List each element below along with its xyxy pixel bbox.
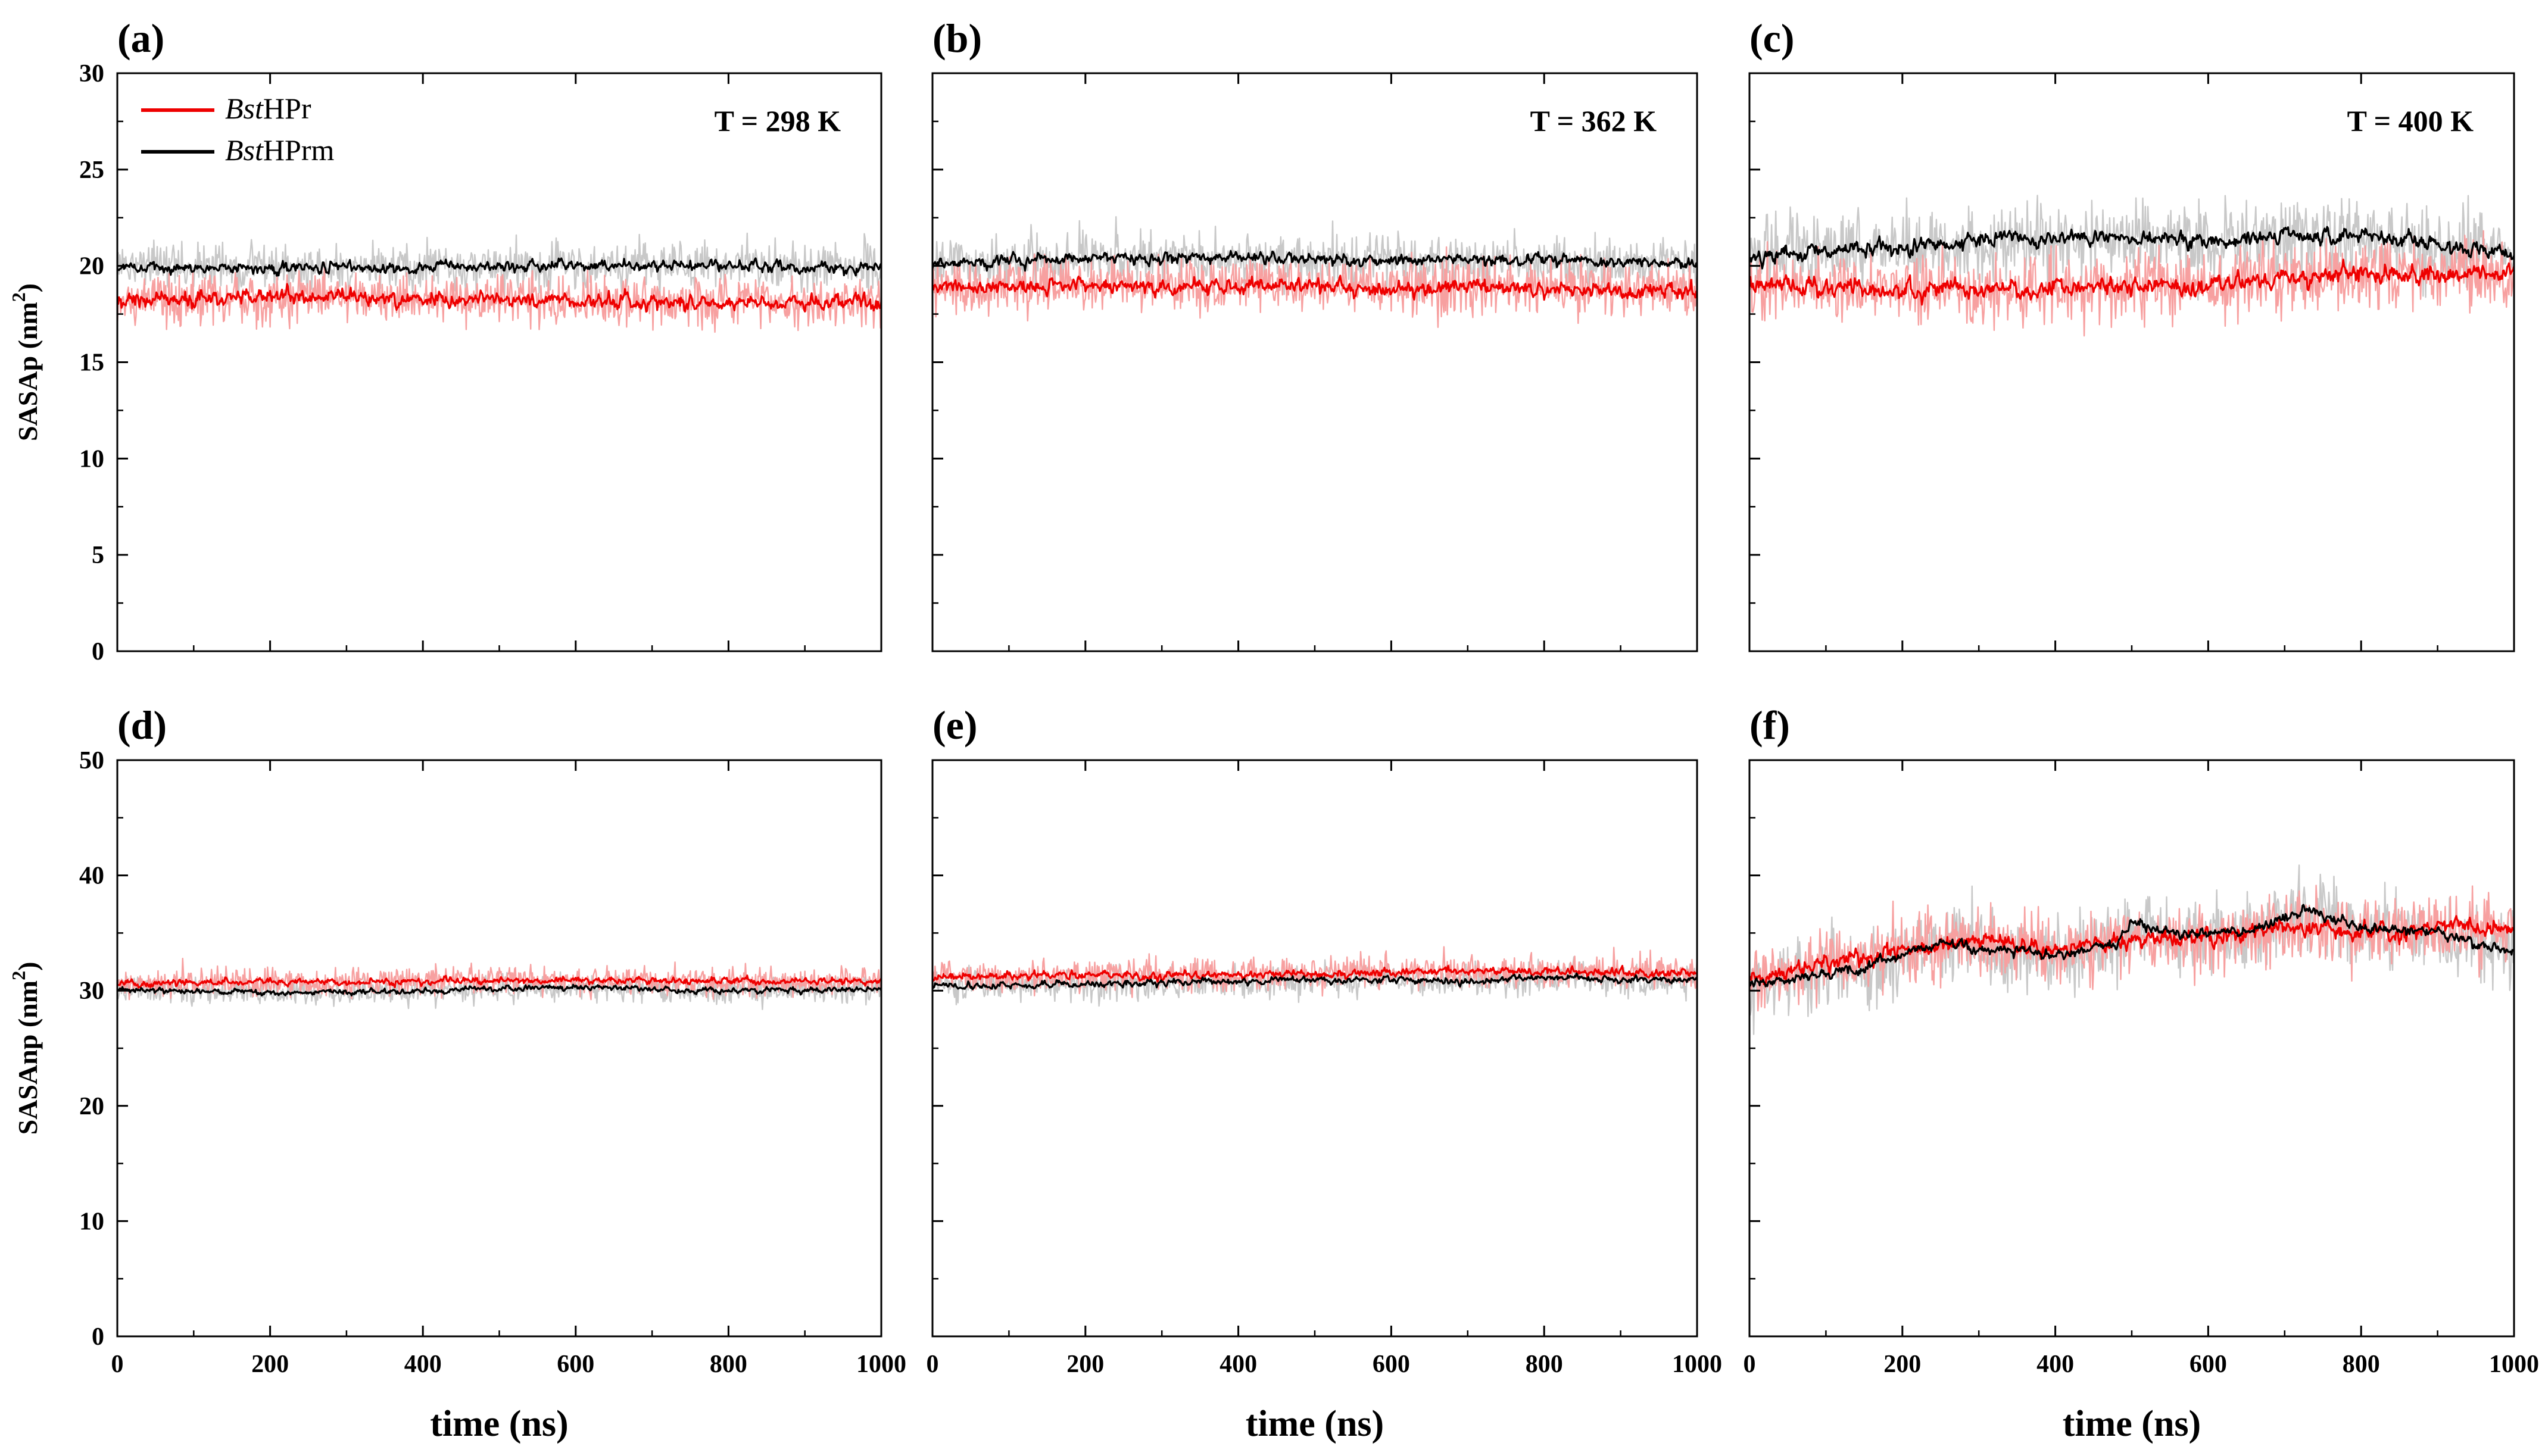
y-axis-title-superscript: 2 xyxy=(8,971,29,980)
panel-c: (c) T = 400 K xyxy=(1748,15,2515,652)
panel-letter: (b) xyxy=(932,15,982,61)
y-axis-title-main: SASAp (nm xyxy=(13,302,43,441)
panel-letter: (f) xyxy=(1749,702,1790,748)
y-tick-label: 0 xyxy=(92,1323,104,1351)
x-tick-label: 200 xyxy=(251,1351,289,1378)
y-tick-label: 50 xyxy=(79,747,104,774)
x-tick-label: 0 xyxy=(927,1351,939,1378)
y-tick-label: 30 xyxy=(79,977,104,1005)
series-line-BstHPr xyxy=(932,964,1697,983)
x-tick-label: 600 xyxy=(1373,1351,1410,1378)
x-tick-label: 400 xyxy=(2036,1351,2074,1378)
x-axis-title: time (ns) xyxy=(2063,1404,2201,1444)
x-tick-label: 800 xyxy=(710,1351,747,1378)
plot-area xyxy=(117,232,881,333)
panel-d: 0 200 400 600 800 1000 0 10 20 30 40 50 (d) time (ns)… xyxy=(8,702,906,1444)
y-axis-title-superscript: 2 xyxy=(8,292,29,302)
y-tick-label: 25 xyxy=(79,157,104,184)
plot-area xyxy=(1749,195,2514,337)
panel-f: 0 200 400 600 800 1000 (f) time (ns) xyxy=(1744,702,2540,1444)
y-axis-title: SASAnp (nm2) xyxy=(8,962,43,1135)
series-line-BstHPrm xyxy=(1749,904,2514,988)
plot-frame xyxy=(931,72,1698,652)
series-line-BstHPr xyxy=(117,283,881,313)
plot-area xyxy=(932,216,1697,328)
legend-label-BstHPrm: BstHPrm xyxy=(225,133,334,167)
y-tick-label: 10 xyxy=(79,445,104,473)
panel-letter: (a) xyxy=(117,15,164,61)
series-line-BstHPrm xyxy=(932,249,1697,272)
plot-area xyxy=(932,946,1697,1007)
y-axis-title-close: ) xyxy=(13,283,43,292)
x-tick-label: 0 xyxy=(111,1351,124,1378)
series-line-BstHPrm xyxy=(1749,226,2514,270)
y-tick-label: 30 xyxy=(79,60,104,88)
panel-letter: (c) xyxy=(1749,15,1794,61)
series-line-BstHPr xyxy=(932,274,1697,301)
series-line-BstHPr-raw xyxy=(932,946,1697,998)
temperature-label: T = 362 K xyxy=(1530,104,1657,138)
y-axis-title-close: ) xyxy=(13,962,43,971)
x-tick-label: 400 xyxy=(1220,1351,1257,1378)
x-tick-label: 400 xyxy=(404,1351,442,1378)
series-line-BstHPr xyxy=(117,974,881,989)
plot-area xyxy=(117,958,881,1010)
temperature-label: T = 400 K xyxy=(2347,104,2474,138)
x-tick-label: 600 xyxy=(557,1351,594,1378)
legend-label-normal: HPr xyxy=(263,92,311,125)
x-tick-label: 200 xyxy=(1883,1351,1921,1378)
plot-frame xyxy=(931,759,1698,1338)
plot-frame xyxy=(1748,759,2515,1338)
plot-area xyxy=(1749,864,2514,1035)
plot-frame xyxy=(1748,72,2515,652)
panel-e: 0 200 400 600 800 1000 (e) time (ns) xyxy=(927,702,1723,1444)
y-tick-label: 0 xyxy=(92,638,104,665)
legend-label-italic: Bst xyxy=(225,133,264,167)
temperature-label: T = 298 K xyxy=(715,104,841,138)
y-tick-label: 40 xyxy=(79,863,104,890)
series-line-BstHPr-raw xyxy=(1749,230,2514,337)
legend-label-normal: HPrm xyxy=(263,133,335,167)
y-tick-label: 15 xyxy=(79,349,104,377)
y-axis-title: SASAp (nm2) xyxy=(8,283,43,441)
y-tick-label: 10 xyxy=(79,1208,104,1235)
x-tick-label: 1000 xyxy=(1672,1351,1722,1378)
series-line-BstHPr xyxy=(1749,258,2514,306)
series-line-BstHPrm xyxy=(117,257,881,277)
series-line-BstHPrm-raw xyxy=(117,232,881,305)
x-axis-title: time (ns) xyxy=(1246,1404,1384,1444)
y-tick-label: 20 xyxy=(79,1093,104,1120)
x-tick-label: 0 xyxy=(1744,1351,1756,1378)
legend-label-BstHPr: BstHPr xyxy=(225,92,311,125)
y-tick-label: 20 xyxy=(79,253,104,280)
panel-letter: (e) xyxy=(932,702,977,748)
plot-frame xyxy=(116,759,882,1338)
x-tick-label: 800 xyxy=(2343,1351,2380,1378)
series-line-BstHPrm xyxy=(117,983,881,996)
series-line-BstHPr-raw xyxy=(117,263,881,333)
x-tick-label: 600 xyxy=(2190,1351,2227,1378)
y-tick-label: 5 xyxy=(92,542,104,569)
legend-label-italic: Bst xyxy=(225,92,264,125)
y-axis-title-main: SASAnp (nm xyxy=(13,980,43,1135)
x-axis-title: time (ns) xyxy=(430,1404,568,1444)
x-tick-label: 1000 xyxy=(856,1351,906,1378)
x-tick-label: 200 xyxy=(1066,1351,1104,1378)
series-line-BstHPrm xyxy=(932,972,1697,991)
series-line-BstHPr-raw xyxy=(1749,885,2514,1012)
x-tick-label: 1000 xyxy=(2489,1351,2539,1378)
x-tick-label: 800 xyxy=(1526,1351,1563,1378)
panel-letter: (d) xyxy=(117,702,167,748)
panel-b: (b) T = 362 K xyxy=(931,15,1698,652)
